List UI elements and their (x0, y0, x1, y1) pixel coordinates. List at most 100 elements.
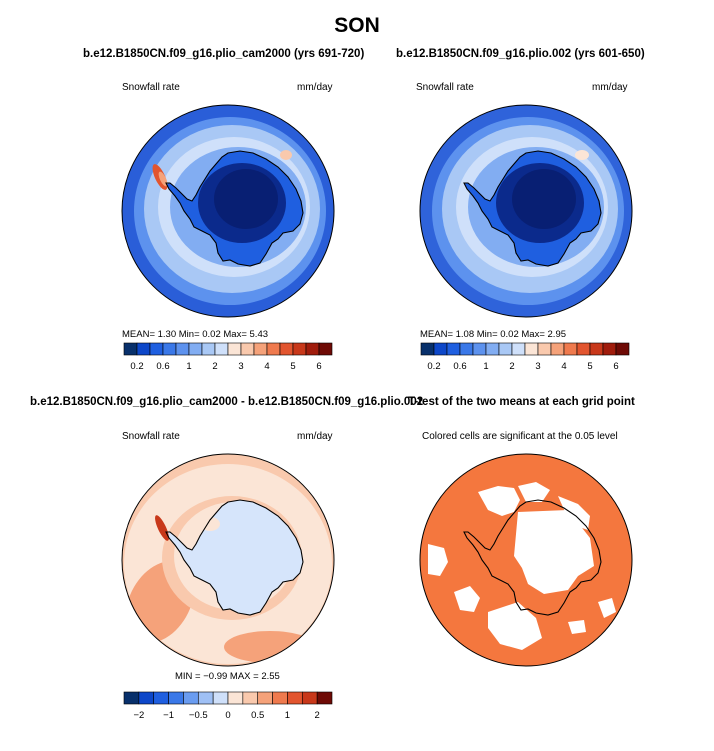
colorbar-tick-label: 1 (186, 361, 191, 372)
colorbar-box-4 (459, 342, 474, 356)
antarctica-coastline (463, 150, 602, 267)
colorbar-box-11 (272, 691, 288, 705)
panel-4-subtitle: Colored cells are significant at the 0.0… (422, 431, 618, 442)
colorbar-box-10 (537, 342, 552, 356)
colorbar-tick-label: 2 (509, 361, 514, 372)
non-significant-patch-8 (598, 598, 616, 618)
colorbar-tick-label: 2 (212, 361, 217, 372)
panel-3-title: b.e12.B1850CN.f09_g16.plio_cam2000 - b.e… (30, 396, 424, 408)
colorbar-box-13 (301, 691, 318, 705)
colorbar-box-9 (524, 342, 539, 356)
map-border (419, 104, 633, 318)
colorbar-box-12 (563, 342, 578, 356)
non-significant-patch-2 (518, 482, 550, 502)
colorbar-tick-label: 0.6 (453, 361, 466, 372)
colorbar-tick-label: 2 (314, 710, 319, 721)
non-significant-patch-5 (514, 510, 594, 594)
antarctica-coastline (165, 499, 304, 616)
colorbar-box-2 (138, 691, 155, 705)
panel-2-variable-label: Snowfall rate (416, 82, 474, 93)
colorbar-box-6 (197, 691, 214, 705)
panel-3-units-label: mm/day (297, 431, 333, 442)
colorbar-tick-label: 0.2 (427, 361, 440, 372)
coastal-patch (280, 150, 292, 160)
panel-3-map (121, 453, 335, 667)
colorbar-tick-label: 3 (238, 361, 243, 372)
colorbar-tick-label: 0.2 (130, 361, 143, 372)
colorbar-tick-label: 6 (316, 361, 321, 372)
colorbar-box-1 (123, 342, 138, 356)
colorbar-box-14 (292, 342, 307, 356)
colorbar-tick-label: 5 (290, 361, 295, 372)
interior-min (214, 169, 278, 229)
panel-1-variable-label: Snowfall rate (122, 82, 180, 93)
colorbar-tick-label: −0.5 (189, 710, 208, 721)
colorbar-box-4 (168, 691, 184, 705)
colorbar-box-10 (240, 342, 255, 356)
colorbar-box-12 (266, 342, 281, 356)
colorbar-box-5 (472, 342, 487, 356)
colorbar-tick-label: 0 (225, 710, 230, 721)
colorbar-box-5 (175, 342, 190, 356)
colorbar-box-9 (242, 691, 259, 705)
panel-1-title: b.e12.B1850CN.f09_g16.plio_cam2000 (yrs … (83, 48, 365, 60)
panel-2-stats: MEAN= 1.08 Min= 0.02 Max= 2.95 (420, 329, 567, 340)
colorbar-box-4 (162, 342, 177, 356)
colorbar-box-10 (257, 691, 273, 705)
panel-4-title: T-test of the two means at each grid poi… (408, 396, 635, 408)
colorbar-tick-label: 3 (535, 361, 540, 372)
colorbar-box-8 (227, 691, 244, 705)
antarctica-coastline (165, 150, 304, 267)
non-significant-patch-7 (488, 602, 542, 650)
colorbar-box-3 (153, 691, 169, 705)
colorbar-box-13 (576, 342, 591, 356)
colorbar-tick-label: 4 (264, 361, 269, 372)
panel-4-map (419, 453, 633, 667)
colorbar-box-8 (214, 342, 229, 356)
colorbar-box-3 (149, 342, 164, 356)
colorbar-tick-label: −1 (163, 710, 174, 721)
panel-3-colorbar: −2 −1 −0.5 0 0.5 1 2 (123, 691, 333, 721)
peninsula-diff-max (155, 515, 169, 541)
panel-2-title: b.e12.B1850CN.f09_g16.plio.002 (yrs 601-… (396, 48, 645, 60)
continent-diff (166, 500, 303, 615)
non-significant-patch-4 (428, 544, 448, 576)
colorbar-tick-label: 6 (613, 361, 618, 372)
coastal-patch (575, 150, 589, 160)
peninsula-high (158, 171, 168, 187)
colorbar-tick-label: −2 (133, 710, 144, 721)
panel-1-units-label: mm/day (297, 82, 333, 93)
colorbar-box-14 (316, 691, 333, 705)
colorbar-box-16 (318, 342, 333, 356)
colorbar-box-1 (123, 691, 140, 705)
panel-2-units-label: mm/day (592, 82, 628, 93)
colorbar-box-12 (287, 691, 303, 705)
colorbar-tick-label: 5 (587, 361, 592, 372)
figure-title: SON (334, 14, 380, 37)
antarctica-coastline (463, 499, 602, 616)
interior-min (512, 169, 576, 229)
panel-3-stats: MIN = −0.99 MAX = 2.55 (175, 671, 280, 682)
colorbar-tick-label: 1 (483, 361, 488, 372)
colorbar-box-7 (498, 342, 513, 356)
colorbar-box-5 (183, 691, 199, 705)
panel-2-map (419, 104, 633, 318)
colorbar-box-6 (188, 342, 203, 356)
non-significant-patch-1 (478, 486, 520, 516)
colorbar-tick-label: 4 (561, 361, 566, 372)
panel-1-colorbar: 0.2 0.6 1 2 3 4 5 6 (123, 342, 333, 372)
colorbar-box-15 (305, 342, 320, 356)
interior-patch (200, 517, 220, 531)
map-border (419, 453, 633, 667)
colorbar-box-14 (589, 342, 604, 356)
non-significant-patch-9 (568, 620, 586, 634)
colorbar-box-2 (136, 342, 151, 356)
colorbar-box-2 (433, 342, 448, 356)
colorbar-box-6 (485, 342, 500, 356)
colorbar-box-8 (511, 342, 526, 356)
colorbar-tick-label: 0.5 (251, 710, 264, 721)
colorbar-box-15 (602, 342, 617, 356)
colorbar-tick-label: 0.6 (156, 361, 169, 372)
map-border (121, 453, 335, 667)
colorbar-box-11 (550, 342, 565, 356)
